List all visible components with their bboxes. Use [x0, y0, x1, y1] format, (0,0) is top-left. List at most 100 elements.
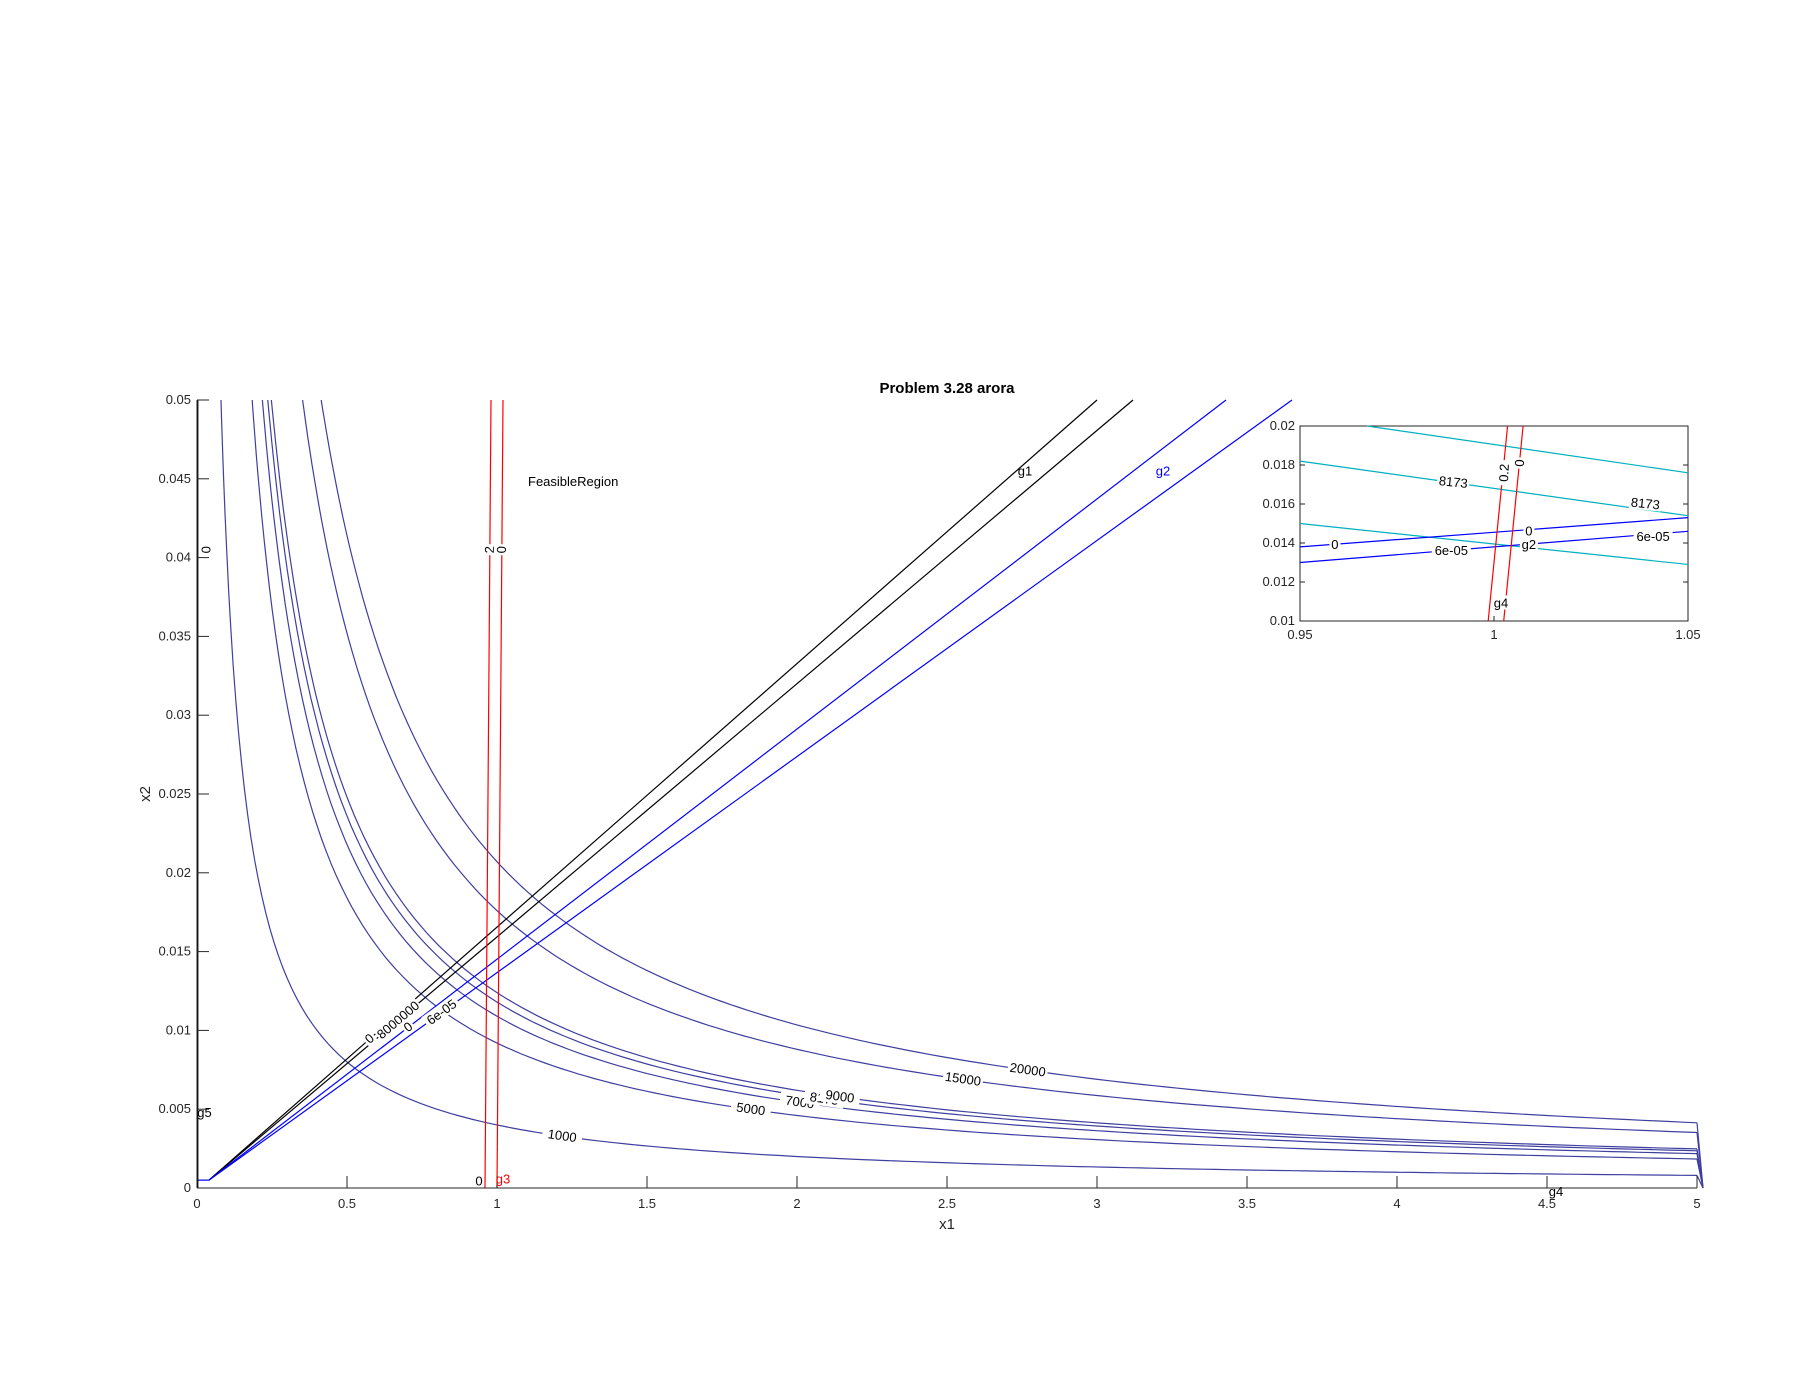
objective-label-bg-5000 — [729, 1097, 772, 1120]
inset-y-tick-label: 0.012 — [1262, 574, 1295, 589]
objective-contour-20000 — [320, 399, 1698, 1124]
inset-objective-line — [1299, 522, 1689, 566]
g3-extra-zero-label: 0 — [475, 1174, 482, 1189]
inset-axes: 0.95 1 1.05 0.01 0.012 0.014 0.016 0.018 0.02 8… — [1262, 418, 1700, 642]
g4-name-label: g4 — [1549, 1184, 1563, 1199]
objective-label-bg-15000 — [942, 1067, 985, 1090]
g3-zero-label: 0 — [494, 546, 509, 553]
inset-8173-label-b-bg — [1628, 494, 1663, 512]
x-tick-label: 3 — [1093, 1196, 1100, 1211]
g3-zero-label-bg — [493, 544, 508, 556]
objective-label-bg-1000 — [541, 1124, 584, 1146]
x-tick-label: 0.5 — [338, 1196, 356, 1211]
inset-6e05-label-b-bg — [1633, 529, 1673, 544]
y-tick-label: 0 — [184, 1180, 191, 1195]
g1-name-label: g1 — [1018, 464, 1032, 479]
chart-title: Problem 3.28 arora — [879, 380, 1015, 397]
x-tick-label: 3.5 — [1238, 1196, 1256, 1211]
g2-zero-label-bg — [399, 1017, 417, 1036]
objective-contour-7000 — [261, 399, 1698, 1155]
y-tick-label: 0.015 — [158, 944, 191, 959]
inset-x-tick-label: 1 — [1490, 627, 1497, 642]
x-tick-label: 0 — [193, 1196, 200, 1211]
inset-y-ticks: 0.01 0.012 0.014 0.016 0.018 0.02 — [1262, 418, 1688, 628]
g1-8000000-label-bg — [373, 996, 423, 1042]
inset-02-label: 0.2 — [1496, 463, 1512, 482]
x-tick-label: 5 — [1693, 1196, 1700, 1211]
x-axis-label: x1 — [939, 1216, 955, 1233]
y-ticks: 0 0.005 0.01 0.015 0.02 0.025 0.03 0.035 0.04 0.0… — [158, 392, 209, 1195]
x-tick-label: 4 — [1393, 1196, 1400, 1211]
inset-objective-line — [1299, 460, 1689, 517]
g3-name-label: g3 — [496, 1171, 510, 1186]
inset-6e05-label-b: 6e-05 — [1636, 529, 1669, 544]
objective-label-20000: 20000 — [1009, 1060, 1047, 1080]
y-tick-label: 0.035 — [158, 628, 191, 643]
x-tick-label: 1 — [493, 1196, 500, 1211]
g3-2-label: 2 — [482, 546, 497, 553]
inset-g3-line — [1487, 425, 1509, 622]
inset-red-zero-label: 0 — [1512, 459, 1527, 467]
y-tick-label: 0.045 — [158, 471, 191, 486]
y-tick-label: 0.02 — [166, 865, 191, 880]
x-tick-label: 2.5 — [938, 1196, 956, 1211]
inset-x-ticks: 0.95 1 1.05 — [1287, 616, 1701, 642]
inset-g2-label: g2 — [1522, 537, 1536, 552]
objective-label-15000: 15000 — [944, 1069, 982, 1089]
inset-g2-line — [1299, 530, 1689, 564]
inset-y-tick-label: 0.01 — [1270, 613, 1295, 628]
y-tick-label: 0.025 — [158, 786, 191, 801]
y-tick-label: 0.01 — [166, 1022, 191, 1037]
inset-8173-label-a-bg — [1436, 472, 1471, 491]
x-tick-label: 1.5 — [638, 1196, 656, 1211]
inset-y-tick-label: 0.02 — [1270, 418, 1295, 433]
y-axis-label: x2 — [137, 786, 154, 802]
inset-y-tick-label: 0.018 — [1262, 457, 1295, 472]
g3-2-label-bg — [481, 544, 496, 556]
inset-8173-label-a: 8173 — [1438, 473, 1468, 491]
constraint-line-g1-0 — [208, 399, 1098, 1181]
g5-extra-zero-label: 0 — [199, 546, 214, 553]
objective-contour-1000 — [220, 399, 1698, 1177]
inset-8173-label-b: 8173 — [1630, 495, 1660, 513]
objective-label-bg-20000 — [1006, 1058, 1049, 1080]
y-tick-label: 0.005 — [158, 1101, 191, 1116]
x-tick-label: 4.5 — [1538, 1196, 1556, 1211]
inset-x-tick-label: 0.95 — [1287, 627, 1312, 642]
objective-contour-9000 — [270, 399, 1698, 1150]
inset-02-label-bg — [1495, 459, 1512, 486]
objective-contour-tail-20000 — [1696, 1122, 1704, 1189]
inset-x-tick-label: 1.05 — [1675, 627, 1700, 642]
inset-g2-line — [1299, 517, 1689, 548]
inset-6e05-label-a-bg — [1431, 542, 1471, 557]
constraint-line-g3-5 — [496, 399, 504, 1189]
inset-objective-line — [1366, 425, 1689, 474]
x-ticks: 0 0.5 1 1.5 2 2.5 3 3.5 4 4.5 5 — [193, 1176, 1701, 1211]
inset-6e05-label-a: 6e-05 — [1435, 543, 1468, 558]
objective-label-5000: 5000 — [735, 1100, 766, 1119]
y-tick-label: 0.03 — [166, 707, 191, 722]
inset-zero-label-b-bg — [1523, 523, 1535, 538]
objective-label-bg-9000 — [819, 1085, 861, 1107]
inset-y-tick-label: 0.016 — [1262, 496, 1295, 511]
inset-g2-label-bg — [1519, 536, 1538, 551]
objective-contour-8173 — [267, 399, 1698, 1152]
g1-zero-label-bg — [360, 1029, 378, 1048]
y-tick-label: 0.05 — [166, 392, 191, 407]
inset-y-tick-label: 0.014 — [1262, 535, 1295, 550]
objective-contour-5000 — [251, 399, 1698, 1160]
inset-g4-label: g4 — [1494, 595, 1508, 610]
g2-6e05-label-bg — [421, 994, 462, 1029]
y-tick-label: 0.04 — [166, 550, 191, 565]
constraint-line-g2-2 — [208, 399, 1227, 1181]
inset-red-zero-label-bg — [1511, 457, 1527, 469]
constraint-line-g1-1 — [208, 399, 1134, 1181]
objective-label-9000: 9000 — [825, 1087, 856, 1106]
inset-g4-label-bg — [1491, 595, 1510, 610]
objective-contour-15000 — [302, 399, 1698, 1134]
inset-plot-area — [1299, 425, 1689, 622]
g2-name-label: g2 — [1156, 464, 1170, 479]
g5-name-label: g5 — [197, 1105, 211, 1120]
